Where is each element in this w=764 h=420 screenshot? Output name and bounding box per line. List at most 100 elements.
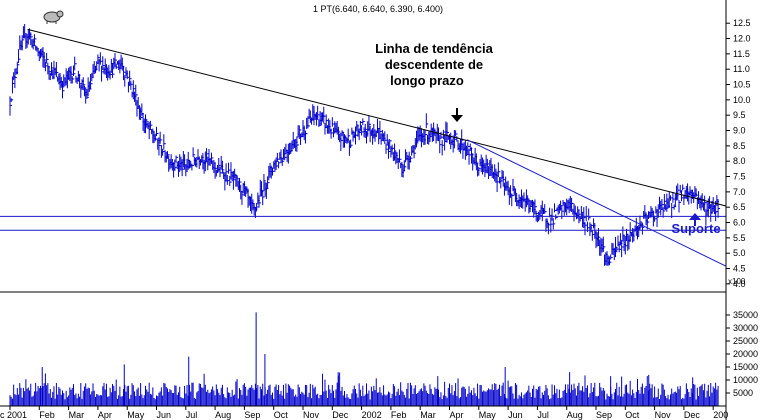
- price-bar: [608, 256, 612, 266]
- price-bar: [629, 222, 633, 242]
- price-bar: [271, 167, 275, 176]
- month-label: Aug: [567, 410, 583, 420]
- month-label: Sep: [596, 410, 612, 420]
- price-bar: [602, 236, 606, 253]
- price-bar: [695, 188, 699, 197]
- price-bar: [588, 208, 591, 221]
- price-bar: [129, 70, 132, 87]
- price-bar: [33, 34, 37, 47]
- price-bar: [618, 241, 622, 253]
- price-bars: [9, 24, 721, 266]
- price-tick-label: 11.0: [733, 64, 750, 74]
- price-tick-label: 7.0: [733, 187, 746, 197]
- price-bar: [281, 157, 285, 166]
- volume-tick-label: 35000: [733, 310, 758, 320]
- price-bar: [130, 80, 133, 90]
- price-bar: [43, 52, 47, 69]
- volume-tick-label: 25000: [733, 336, 758, 346]
- price-bar: [256, 203, 259, 212]
- price-bar: [682, 184, 685, 191]
- price-bar: [552, 218, 556, 230]
- price-bar: [347, 128, 351, 143]
- month-label: Nov: [655, 410, 672, 420]
- price-bar: [90, 73, 93, 90]
- price-bar: [387, 141, 391, 159]
- price-bar: [622, 226, 625, 242]
- price-tick-label: 4.5: [733, 264, 746, 274]
- price-bar: [210, 152, 214, 164]
- price-bar: [124, 75, 127, 87]
- price-bar: [561, 205, 564, 220]
- long-term-trendline: [27, 28, 727, 207]
- price-bar: [441, 140, 445, 156]
- price-bar: [641, 222, 645, 235]
- price-tick-label: 7.5: [733, 172, 746, 182]
- price-bar: [114, 52, 117, 68]
- month-label: Nov: [303, 410, 320, 420]
- price-bar: [44, 61, 48, 72]
- price-bar: [204, 151, 208, 172]
- price-bar: [379, 120, 382, 139]
- price-bar: [154, 133, 158, 142]
- price-bar: [425, 113, 429, 129]
- price-bar: [529, 199, 533, 213]
- price-tick-label: 8.5: [733, 141, 746, 151]
- price-bar: [126, 70, 130, 80]
- price-bar: [115, 63, 119, 70]
- month-label: Feb: [391, 410, 407, 420]
- price-bar: [226, 175, 230, 185]
- price-bar: [219, 166, 222, 178]
- price-bar: [258, 195, 262, 208]
- price-bar: [704, 195, 707, 212]
- price-bar: [10, 98, 14, 102]
- price-bar: [267, 176, 270, 189]
- month-label: Feb: [39, 410, 55, 420]
- price-bar: [502, 170, 506, 187]
- price-bar: [350, 139, 353, 149]
- price-bar: [97, 54, 100, 64]
- price-bar: [466, 145, 469, 157]
- price-tick-label: 10.5: [733, 80, 751, 90]
- price-bar: [70, 66, 74, 84]
- price-bar: [549, 207, 552, 218]
- price-bar: [384, 131, 387, 145]
- price-bar: [616, 246, 619, 253]
- price-bar: [385, 143, 389, 154]
- price-bar: [591, 230, 595, 241]
- volume-tick-label: 5000: [733, 388, 753, 398]
- month-label: Dec: [332, 410, 349, 420]
- price-bar: [583, 207, 586, 228]
- price-bar: [597, 227, 601, 247]
- price-bar: [158, 137, 161, 156]
- price-bar: [298, 125, 302, 139]
- price-bar: [555, 214, 558, 220]
- month-label: Oct: [274, 410, 289, 420]
- price-bar: [135, 84, 138, 106]
- price-bar: [79, 73, 82, 89]
- price-bar: [544, 204, 547, 214]
- price-bar: [705, 209, 708, 226]
- price-bar: [296, 136, 299, 152]
- volume-bars: [9, 312, 719, 406]
- price-bar: [391, 144, 395, 155]
- price-bar: [71, 76, 75, 84]
- price-bar: [18, 49, 21, 63]
- price-bar: [361, 125, 364, 136]
- price-bar: [181, 159, 185, 177]
- price-bar: [16, 61, 20, 75]
- price-bar: [146, 118, 149, 128]
- price-bar: [214, 163, 218, 179]
- price-bar: [539, 209, 542, 220]
- month-label: Jul: [537, 410, 549, 420]
- price-bar: [132, 80, 136, 100]
- price-bar: [99, 52, 103, 65]
- price-bar: [241, 190, 244, 205]
- price-bar: [276, 152, 280, 162]
- price-bar: [677, 183, 680, 201]
- price-bar: [429, 130, 432, 142]
- month-label: Sep: [244, 410, 260, 420]
- month-label: 2002: [362, 410, 382, 420]
- price-tick-label: 12.0: [733, 34, 751, 44]
- price-bar: [358, 128, 362, 141]
